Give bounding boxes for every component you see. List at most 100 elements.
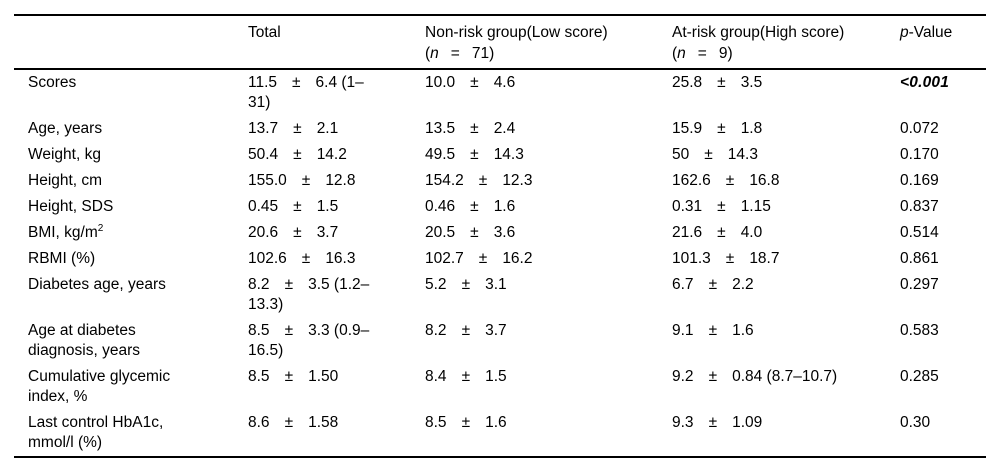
value-mean: 20.5 [425,224,456,241]
value-sd: 14.3 [727,146,758,163]
value-sd: 16.2 [502,250,533,267]
value-sd: 12.8 [325,172,356,189]
row-label-superscript: 2 [97,222,104,234]
value-mean: 8.4 [425,368,447,385]
plus-minus-sign: ± [284,276,294,293]
value-mean: 8.2 [425,322,447,339]
table-header-row: Total Non-risk group(Low score) (n = 71) A… [14,15,986,70]
plus-minus-sign: ± [301,250,311,267]
value-mean: 50.4 [248,146,279,163]
pvalue-cell: 0.072 [900,120,939,137]
row-label-cell: Last control HbA1c, mmol/l (%) [14,410,248,457]
row-label: Last control HbA1c, mmol/l (%) [28,414,164,451]
value-mean: 155.0 [248,172,287,189]
total-value-cell: 0.45 ±1.5 [248,194,425,220]
value-sd: 16.8 [749,172,780,189]
plus-minus-sign: ± [717,74,726,91]
value-sd: 1.6 [485,414,507,431]
row-label-cell: Cumulative glycemic index, % [14,364,248,410]
plus-minus-sign: ± [292,74,301,91]
row-label-cell: Diabetes age, years [14,272,248,318]
value-sd: 1.50 [308,368,339,385]
plus-minus-sign: ± [301,172,311,189]
row-label-cell: Age at diabetes diagnosis, years [14,318,248,364]
row-label-cell: Height, cm [14,168,248,194]
nonrisk-value-cell: 8.2 ±3.7 [425,318,672,364]
plus-minus-sign: ± [725,172,735,189]
value-mean: 20.6 [248,224,279,241]
total-value-cell: 8.6 ±1.58 [248,410,425,457]
value-mean: 8.5 [248,368,270,385]
row-label-cell: RBMI (%) [14,246,248,272]
row-label: RBMI (%) [28,250,96,267]
header-empty-cell [14,15,248,70]
pvalue-cell: 0.837 [900,198,939,215]
n-count: 71) [471,45,495,62]
value-mean: 9.2 [672,368,694,385]
table-row: Weight, kg 50.4 ±14.2 49.5 ±14.3 50 ±14.3 0… [14,142,986,168]
row-label: Diabetes age, years [28,276,166,293]
value-sd: 1.15 [740,198,771,215]
pvalue-cell: 0.30 [900,414,931,431]
plus-minus-sign: ± [478,172,488,189]
atrisk-value-cell: 162.6 ±16.8 [672,168,900,194]
value-sd: 14.2 [316,146,347,163]
value-mean: 8.5 [425,414,447,431]
n-symbol: n [430,45,439,62]
nonrisk-value-cell: 20.5 ±3.6 [425,220,672,246]
paren-open: ( [425,45,431,62]
header-nonrisk-group: Non-risk group(Low score) (n = 71) [425,15,672,70]
header-nonrisk-title: Non-risk group(Low score) [425,24,608,41]
header-atrisk-group: At-risk group(High score) (n = 9) [672,15,900,70]
value-sd: 1.6 [732,322,754,339]
plus-minus-sign: ± [461,276,471,293]
nonrisk-value-cell: 154.2 ±12.3 [425,168,672,194]
plus-minus-sign: ± [717,120,726,137]
nonrisk-value-cell: 10.0 ±4.6 [425,69,672,116]
table-row: Age at diabetes diagnosis, years 8.5 ±3.3… [14,318,986,364]
value-mean: 102.7 [425,250,464,267]
value-sd: 3.5 [740,74,763,91]
total-value-cell: 50.4 ±14.2 [248,142,425,168]
pvalue-label-rest: -Value [908,24,953,41]
plus-minus-sign: ± [717,198,726,215]
plus-minus-sign: ± [470,146,479,163]
value-mean: 162.6 [672,172,711,189]
nonrisk-value-cell: 49.5 ±14.3 [425,142,672,168]
header-atrisk-n: (n = 9) [672,43,872,64]
plus-minus-sign: ± [461,322,471,339]
plus-minus-sign: ± [293,146,302,163]
table-row: Diabetes age, years 8.2 ±3.5 (1.2–​13.3) … [14,272,986,318]
value-sd: 3.1 [485,276,507,293]
p-symbol: p [900,24,909,41]
value-mean: 15.9 [672,120,703,137]
value-mean: 0.45 [248,198,279,215]
plus-minus-sign: ± [284,368,294,385]
header-pvalue: p-Value [900,15,986,70]
value-mean: 10.0 [425,74,456,91]
nonrisk-value-cell: 13.5 ±2.4 [425,116,672,142]
value-mean: 8.6 [248,414,270,431]
value-sd: 3.5 (1.2–​13.3) [248,276,370,313]
atrisk-value-cell: 50 ±14.3 [672,142,900,168]
table-row: Scores 11.5 ±6.4 (1–​31) 10.0 ±4.6 25.8 ±3.… [14,69,986,116]
atrisk-value-cell: 101.3 ±18.7 [672,246,900,272]
nonrisk-value-cell: 5.2 ±3.1 [425,272,672,318]
total-value-cell: 11.5 ±6.4 (1–​31) [248,69,425,116]
equals-sign: = [450,45,460,62]
pvalue-cell: 0.297 [900,276,939,293]
value-sd: 3.7 [485,322,507,339]
row-label: Age, years [28,120,103,137]
row-label-cell: BMI, kg/m2 [14,220,248,246]
value-sd: 6.4 (1–​31) [248,74,364,111]
value-sd: 2.2 [732,276,754,293]
paren-open: ( [672,45,678,62]
plus-minus-sign: ± [470,224,479,241]
value-sd: 1.09 [732,414,763,431]
table-row: Age, years 13.7 ±2.1 13.5 ±2.4 15.9 ±1.8 0.… [14,116,986,142]
atrisk-value-cell: 15.9 ±1.8 [672,116,900,142]
value-mean: 25.8 [672,74,703,91]
table-row: Height, cm 155.0 ±12.8 154.2 ±12.3 162.6 ±1… [14,168,986,194]
row-label-cell: Weight, kg [14,142,248,168]
row-label-cell: Scores [14,69,248,116]
